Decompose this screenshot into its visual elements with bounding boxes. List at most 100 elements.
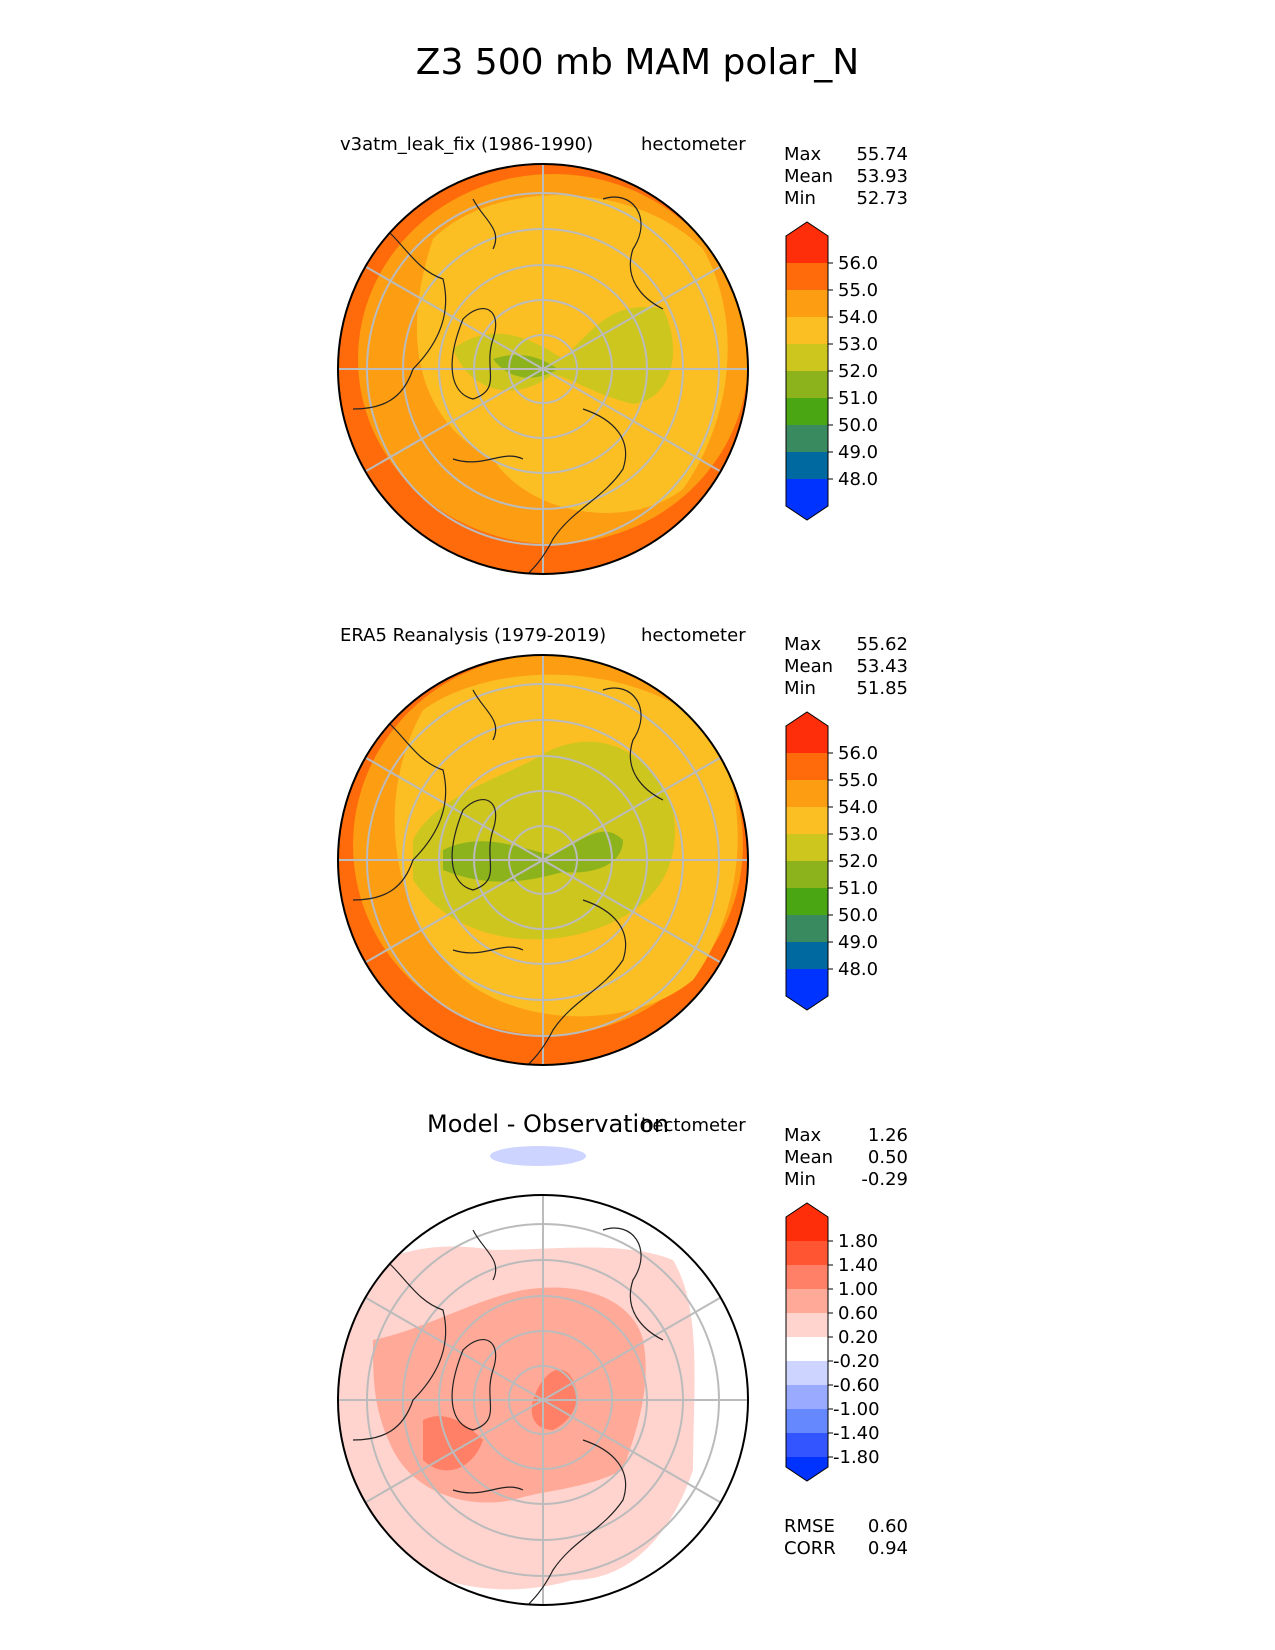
panel3-cb-extend-bottom (786, 1467, 828, 1481)
panel3-cb-seg-9 (786, 1265, 828, 1289)
panel1-title: v3atm_leak_fix (1986-1990) (340, 134, 594, 155)
panel3-cb-tick-8: -1.40 (833, 1423, 880, 1444)
panel1-cb-seg-4 (786, 398, 828, 425)
panel1-cb-seg-5 (786, 371, 828, 398)
panel1-cb-seg-10 (786, 236, 828, 263)
panel3-cb-seg-7 (786, 1313, 828, 1337)
panel2-colorbar: 56.0 55.0 54.0 53.0 52.0 51.0 50.0 49.0 … (785, 711, 878, 1011)
panel1-map (337, 163, 749, 575)
panel1-cb-tick-2: 54.0 (838, 307, 878, 328)
panel3-min-label: Min (784, 1169, 816, 1190)
panel3-cb-seg-3 (786, 1409, 828, 1433)
panel3-coastlines (352, 1227, 664, 1605)
panel2-min-label: Min (784, 678, 816, 699)
panel2-cb-tick-6: 50.0 (838, 905, 878, 926)
panel3-cb-seg-10 (786, 1241, 828, 1265)
panel2-cb-seg-4 (786, 888, 828, 915)
panel3-cb-seg-5 (786, 1361, 828, 1385)
panel2-cb-seg-2 (786, 942, 828, 969)
panel1-mean-value: 53.93 (856, 166, 908, 187)
panel1-cb-tick-6: 50.0 (838, 415, 878, 436)
panel3-mean-value: 0.50 (867, 1147, 908, 1168)
panel1-cb-tick-5: 51.0 (838, 388, 878, 409)
panel1-units: hectometer (641, 134, 746, 155)
panel2-cb-seg-6 (786, 834, 828, 861)
panel3-max-value: 1.26 (867, 1125, 908, 1146)
panel3-corr-label: CORR (784, 1538, 836, 1559)
panel1-colorbar: 56.0 55.0 54.0 53.0 52.0 51.0 50.0 49.0 … (785, 221, 878, 521)
panel3-fill-neg (490, 1146, 586, 1166)
panel1-min-label: Min (784, 188, 816, 209)
panel2-cb-seg-3 (786, 915, 828, 942)
panel2-cb-seg-1 (786, 969, 828, 996)
panel3-colorbar: 1.80 1.40 1.00 0.60 0.20 -0.20 -0.60 -1.… (785, 1202, 880, 1482)
panel3-rmse-value: 0.60 (867, 1516, 908, 1537)
panel1-fill-52 (453, 307, 673, 404)
panel2-cb-tick-1: 55.0 (838, 770, 878, 791)
panel3-cb-tick-1: 1.40 (838, 1255, 878, 1276)
panel3-cb-seg-8 (786, 1289, 828, 1313)
panel3-cb-seg-2 (786, 1433, 828, 1457)
panel2-min-value: 51.85 (856, 678, 908, 699)
panel3-cb-seg-6 (786, 1337, 828, 1361)
panel3-title: Model - Observation (427, 1110, 670, 1138)
panel2-units: hectometer (641, 625, 746, 646)
panel2-title: ERA5 Reanalysis (1979-2019) (340, 625, 607, 646)
panel1-cb-tick-8: 48.0 (838, 469, 878, 490)
panel2-mean-label: Mean (784, 656, 834, 677)
panel2-cb-extend-top (786, 712, 828, 726)
panel3-units: hectometer (641, 1115, 746, 1136)
panel3-cb-tick-4: 0.20 (838, 1327, 878, 1348)
panel3-cb-tick-7: -1.00 (833, 1399, 880, 1420)
panel3-cb-tick-6: -0.60 (833, 1375, 880, 1396)
panel3-cb-seg-4 (786, 1385, 828, 1409)
panel1-cb-seg-7 (786, 317, 828, 344)
panel1-cb-seg-9 (786, 263, 828, 290)
panel2-map (337, 654, 749, 1066)
panel2-fill-51 (443, 831, 623, 882)
panel2-mean-value: 53.43 (856, 656, 908, 677)
panel1-cb-tick-1: 55.0 (838, 280, 878, 301)
panel2-cb-tick-4: 52.0 (838, 851, 878, 872)
panel1-cb-tick-3: 53.0 (838, 334, 878, 355)
panel1-cb-tick-0: 56.0 (838, 253, 878, 274)
panel1-mean-label: Mean (784, 166, 834, 187)
panel2-cb-seg-7 (786, 807, 828, 834)
panel3-cb-tick-3: 0.60 (838, 1303, 878, 1324)
panel2-coastlines (352, 687, 664, 1065)
panel3-map (337, 1146, 749, 1606)
panel2-cb-seg-10 (786, 726, 828, 753)
panel1-max-label: Max (784, 144, 822, 165)
panel1-graticule (338, 164, 748, 574)
panel3-cb-tick-0: 1.80 (838, 1231, 878, 1252)
panel2-max-value: 55.62 (856, 634, 908, 655)
panel3-cb-tick-5: -0.20 (833, 1351, 880, 1372)
panel3-min-value: -0.29 (861, 1169, 908, 1190)
panel1-cb-extend-bottom (786, 506, 828, 520)
panel3-cb-seg-11 (786, 1217, 828, 1241)
panel1-cb-seg-1 (786, 479, 828, 506)
figure-title: Z3 500 mb MAM polar_N (415, 42, 860, 83)
panel3-fill-100b (423, 1416, 483, 1471)
panel3-cb-tick-9: -1.80 (833, 1447, 880, 1468)
panel1-cb-tick-4: 52.0 (838, 361, 878, 382)
panel1-cb-tick-7: 49.0 (838, 442, 878, 463)
panel2-max-label: Max (784, 634, 822, 655)
panel3-cb-extend-top (786, 1203, 828, 1217)
panel3-rmse-label: RMSE (784, 1516, 835, 1537)
panel2-cb-seg-5 (786, 861, 828, 888)
panel2-cb-tick-8: 48.0 (838, 959, 878, 980)
panel1-cb-extend-top (786, 222, 828, 236)
panel1-cb-seg-2 (786, 452, 828, 479)
panel1-cb-seg-6 (786, 344, 828, 371)
panel1-max-value: 55.74 (856, 144, 908, 165)
panel2-graticule (338, 655, 748, 1065)
panel2-cb-tick-7: 49.0 (838, 932, 878, 953)
panel3-mean-label: Mean (784, 1147, 834, 1168)
panel1-cb-seg-3 (786, 425, 828, 452)
panel2-cb-seg-8 (786, 780, 828, 807)
panel1-coastlines (352, 196, 664, 574)
panel2-cb-tick-3: 53.0 (838, 824, 878, 845)
panel2-cb-tick-0: 56.0 (838, 743, 878, 764)
panel1-min-value: 52.73 (856, 188, 908, 209)
